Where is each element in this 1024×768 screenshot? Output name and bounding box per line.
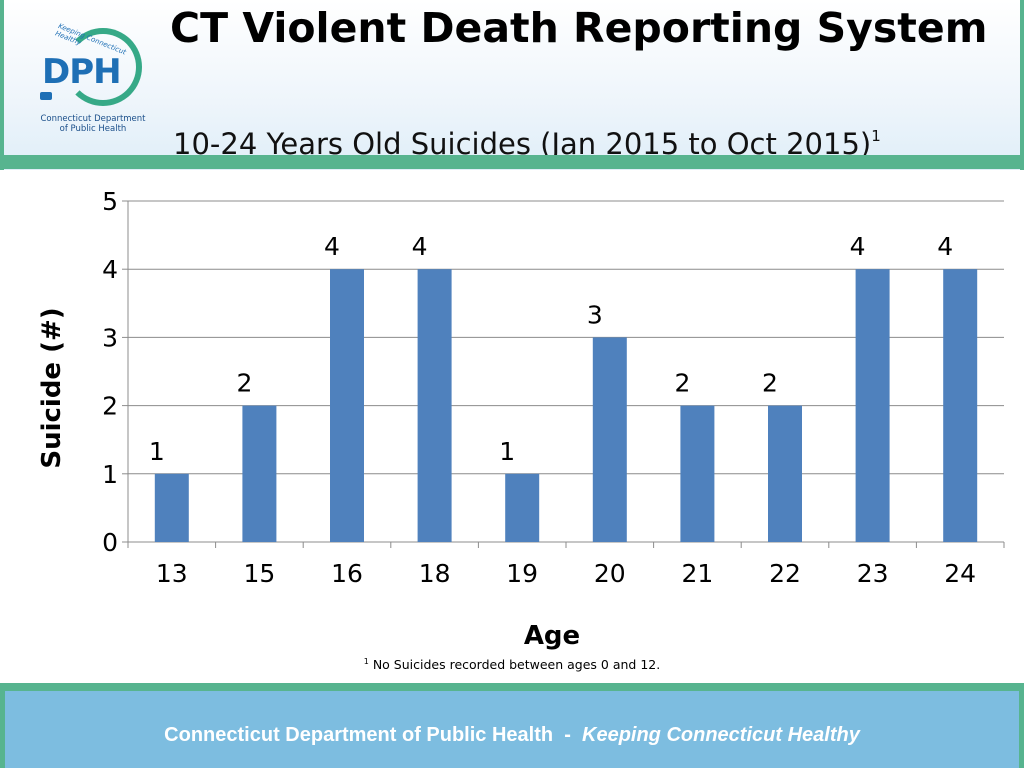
x-tick-label: 19 [506,559,538,588]
logo-ring-icon [64,28,142,106]
x-tick-label: 21 [681,559,713,588]
bar-age-19 [505,473,540,542]
y-tick-label: 5 [102,187,118,216]
footer-separator: - [553,724,582,746]
logo-department-text: Connecticut Department of Public Health [38,114,148,134]
header-divider-bar [0,155,1024,169]
bar-age-24 [943,269,978,542]
x-tick-label: 13 [156,559,188,588]
slide-footer: Connecticut Department of Public Health … [0,683,1024,768]
bar-age-15 [242,405,277,542]
bar-age-21 [680,405,715,542]
x-tick-label: 16 [331,559,363,588]
data-label: 1 [499,437,515,466]
y-tick-label: 4 [102,255,118,284]
dph-logo: Keeping Connecticut Healthy DPH Connecti… [30,22,146,140]
y-tick-label: 3 [102,323,118,352]
bar-age-18 [417,269,452,542]
x-tick-label: 24 [944,559,976,588]
x-axis-title: Age [524,621,580,651]
data-label: 2 [762,369,778,398]
bar-age-16 [330,269,364,542]
header-left-edge [0,0,4,170]
speech-bubble-icon [40,92,52,100]
data-label: 2 [674,369,690,398]
bar-age-13 [154,473,189,542]
page-title: CT Violent Death Reporting System [170,4,988,52]
bar-age-20 [592,337,627,542]
y-axis-title: Suicide (#) [37,307,67,468]
data-label: 3 [587,300,603,329]
y-tick-label: 2 [102,392,118,421]
data-label: 4 [324,232,340,261]
data-label: 4 [850,232,866,261]
y-tick-label: 1 [102,460,118,489]
footnote-text: No Suicides recorded between ages 0 and … [368,657,661,673]
data-label: 1 [149,437,165,466]
header-right-edge [1020,0,1024,170]
footnote: 1 No Suicides recorded between ages 0 an… [0,657,1024,672]
bar-age-22 [768,405,802,542]
x-tick-label: 15 [243,559,275,588]
subtitle-footnote-marker: 1 [871,127,881,146]
y-tick-label: 0 [102,528,118,557]
logo-dept-line2: of Public Health [59,124,127,134]
bar-age-23 [855,269,890,542]
logo-letters: DPH [42,52,122,92]
footer-text: Connecticut Department of Public Health … [5,724,1019,747]
data-label: 4 [937,232,953,261]
x-tick-label: 20 [594,559,626,588]
x-tick-label: 18 [419,559,451,588]
footer-panel: Connecticut Department of Public Health … [5,691,1019,768]
data-label: 2 [236,369,252,398]
slide-header: Keeping Connecticut Healthy DPH Connecti… [0,0,1024,170]
footer-tagline: Keeping Connecticut Healthy [582,724,860,746]
data-label: 4 [412,232,428,261]
x-tick-label: 23 [857,559,889,588]
x-tick-label: 22 [769,559,801,588]
footnote-marker: 1 [363,657,369,666]
footer-org: Connecticut Department of Public Health [164,724,554,746]
logo-dept-line1: Connecticut Department [40,114,146,124]
